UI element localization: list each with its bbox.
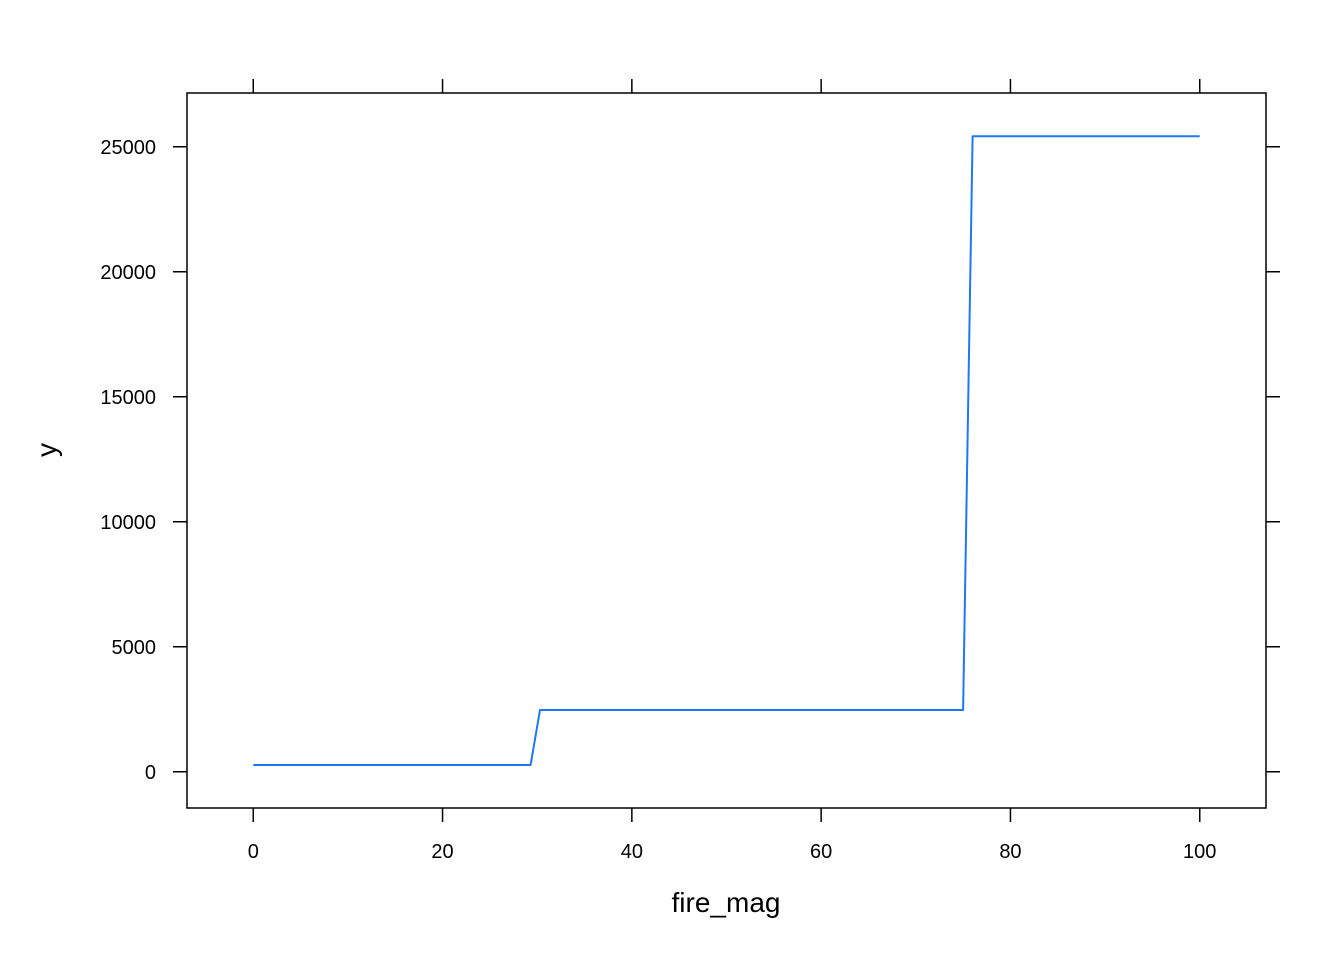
x-tick-label-20: 20 bbox=[431, 841, 453, 863]
y-tick-label-25000: 25000 bbox=[100, 137, 156, 159]
x-tick-label-60: 60 bbox=[810, 841, 832, 863]
y-tick-label-0: 0 bbox=[145, 762, 156, 784]
x-tick-label-80: 80 bbox=[999, 841, 1021, 863]
series-layer bbox=[253, 135, 1200, 766]
x-axis-title: fire_mag bbox=[672, 887, 781, 918]
x-tick-label-40: 40 bbox=[621, 841, 643, 863]
y-tick-label-15000: 15000 bbox=[100, 387, 156, 409]
y-axis-title: y bbox=[31, 443, 62, 457]
plot-panel bbox=[186, 92, 1267, 809]
y-tick-label-10000: 10000 bbox=[100, 512, 156, 534]
y-tick-label-5000: 5000 bbox=[112, 637, 157, 659]
y-axis-right bbox=[1266, 146, 1280, 773]
y-axis-left: 0 5000 10000 15000 20000 25000 bbox=[100, 137, 187, 784]
x-axis-top bbox=[252, 79, 1201, 93]
x-tick-label-100: 100 bbox=[1183, 841, 1216, 863]
series-line-0 bbox=[253, 135, 1200, 766]
y-tick-label-20000: 20000 bbox=[100, 262, 156, 284]
x-tick-label-0: 0 bbox=[248, 841, 259, 863]
x-axis-bottom: 0 20 40 60 80 100 bbox=[248, 808, 1216, 863]
